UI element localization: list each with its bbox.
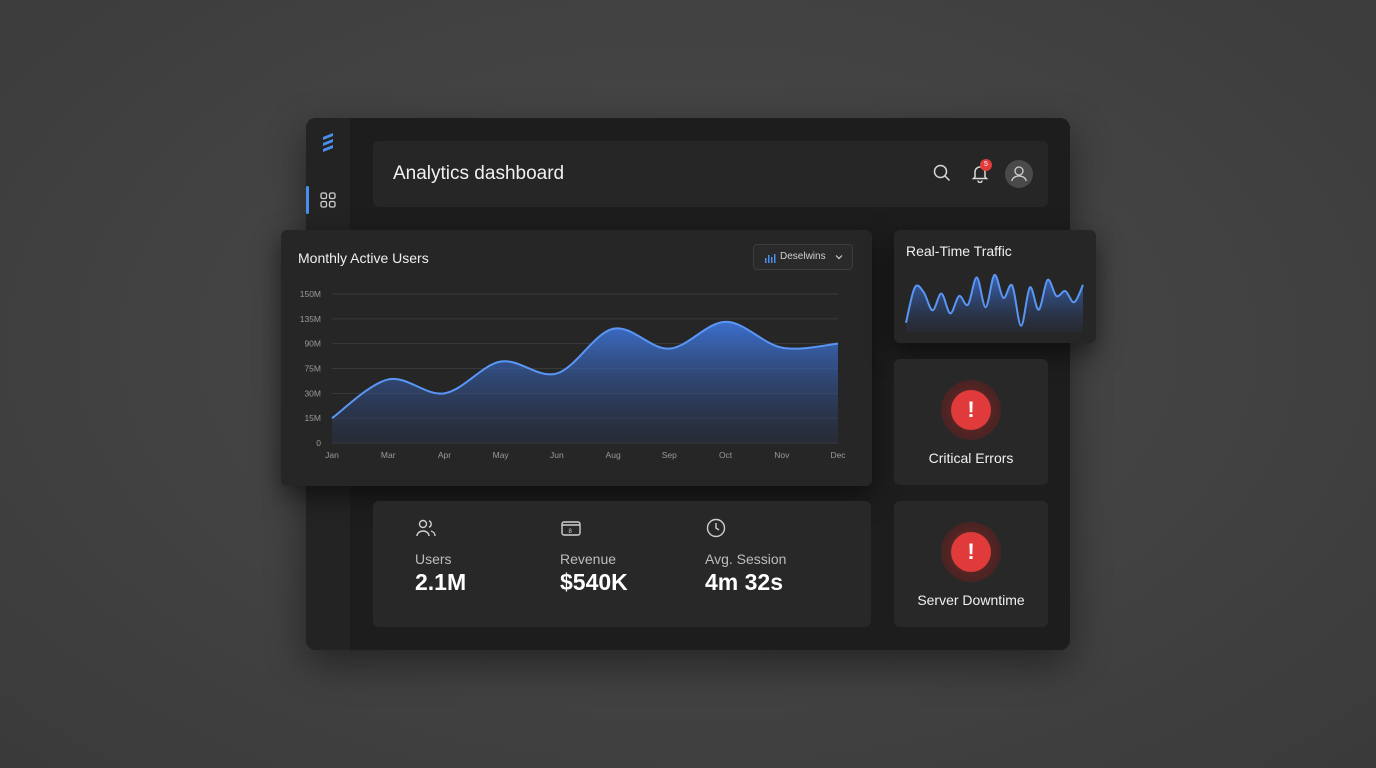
x-tick-label: Sep — [662, 450, 677, 460]
exclamation-icon: ! — [951, 532, 991, 572]
clock-icon — [706, 518, 726, 538]
stat-avg-session: Avg. Session 4m 32s — [705, 517, 835, 596]
stats-card: Users 2.1M 8 Revenue $540K Avg. Session … — [373, 501, 871, 627]
area-fill — [906, 274, 1083, 332]
svg-text:8: 8 — [569, 529, 573, 535]
series-line — [331, 320, 839, 419]
stat-users: Users 2.1M — [415, 517, 545, 596]
x-tick-label: Jun — [550, 450, 564, 460]
nav-active-indicator — [306, 186, 309, 214]
wallet-icon: 8 — [561, 521, 581, 536]
stat-label: Users — [415, 551, 452, 567]
x-tick-label: Aug — [606, 450, 621, 460]
y-tick-label: 135M — [300, 314, 321, 324]
critical-errors-card[interactable]: ! Critical Errors — [894, 359, 1048, 485]
monthly-active-users-card: Monthly Active Users Deselwins 0 15M 30M 75… — [281, 230, 872, 486]
y-tick-label: 90M — [304, 339, 321, 349]
range-dropdown[interactable]: Deselwins — [753, 244, 853, 270]
user-icon — [1011, 166, 1027, 182]
x-tick-label: Oct — [719, 450, 733, 460]
y-tick-label: 30M — [304, 388, 321, 398]
chevron-down-icon — [835, 255, 843, 260]
stat-label: Revenue — [560, 551, 617, 567]
y-tick-label: 0 — [316, 438, 321, 448]
avatar[interactable] — [1005, 160, 1033, 188]
exclamation-icon: ! — [951, 390, 991, 430]
server-downtime-card[interactable]: ! Server Downtime — [894, 501, 1048, 627]
dropdown-label: Deselwins — [780, 251, 826, 262]
x-tick-label: Apr — [438, 450, 451, 460]
series-line — [905, 273, 1084, 327]
bar-chart-icon — [765, 254, 776, 263]
stat-value: $540K — [560, 569, 628, 595]
stat-value: 2.1M — [415, 569, 467, 595]
card-title: Real-Time Traffic — [906, 243, 1012, 259]
header-bar: Analytics dashboard 5 — [373, 141, 1048, 207]
alert-label: Server Downtime — [917, 592, 1025, 608]
page-title: Analytics dashboard — [393, 163, 565, 184]
x-tick-label: May — [493, 450, 510, 460]
alert-icon-ring: ! — [941, 380, 1001, 440]
x-tick-label: Dec — [830, 450, 846, 460]
x-tick-label: Mar — [381, 450, 396, 460]
stat-label: Avg. Session — [705, 551, 787, 567]
mau-area-chart: 0 15M 30M 75M 90M 135M 150M Jan Mar Apr May Jun Aug S… — [300, 289, 847, 460]
notification-badge: 5 — [980, 159, 992, 171]
stat-revenue: 8 Revenue $540K — [560, 517, 690, 596]
alert-icon-ring: ! — [941, 522, 1001, 582]
y-tick-label: 75M — [304, 364, 321, 374]
x-tick-label: Jan — [325, 450, 339, 460]
users-icon — [416, 519, 436, 537]
logo[interactable] — [322, 132, 334, 152]
alert-label: Critical Errors — [928, 450, 1014, 466]
x-tick-label: Nov — [774, 450, 790, 460]
real-time-traffic-card: Real-Time Traffic — [894, 230, 1096, 343]
y-tick-label: 150M — [300, 289, 321, 299]
card-title: Monthly Active Users — [298, 250, 429, 266]
y-tick-label: 15M — [304, 413, 321, 423]
search-icon[interactable] — [932, 163, 952, 183]
area-fill — [332, 321, 838, 443]
grid-icon[interactable] — [320, 192, 336, 208]
stat-value: 4m 32s — [705, 569, 784, 595]
traffic-sparkline — [905, 273, 1084, 332]
